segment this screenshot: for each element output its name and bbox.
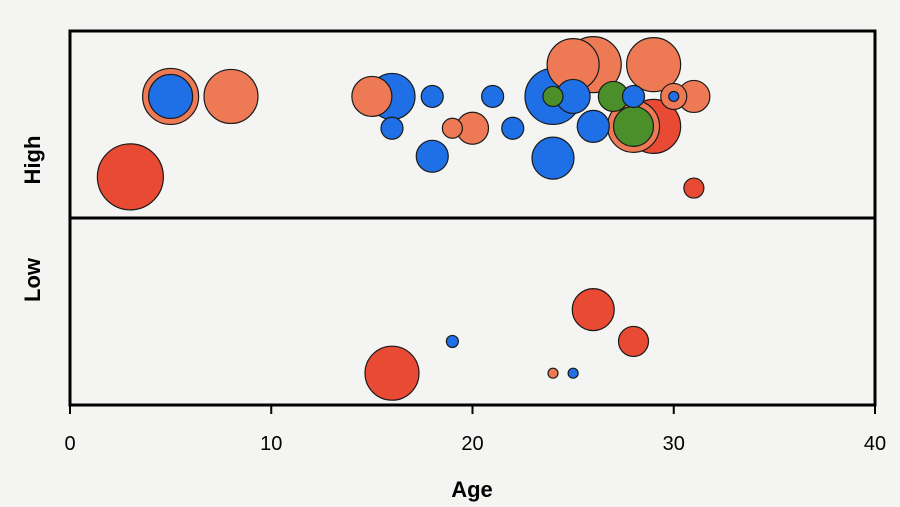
x-tick-label: 10 bbox=[260, 433, 282, 455]
x-axis-title: Age bbox=[451, 477, 493, 502]
bubble-high-blue bbox=[501, 116, 525, 140]
bubble-high-green bbox=[612, 105, 655, 147]
bubble-low-blue bbox=[567, 367, 579, 379]
bubble-high-red bbox=[683, 177, 705, 199]
bubble-high-blue bbox=[380, 116, 404, 140]
bubble-high-blue bbox=[415, 139, 449, 173]
bubble-high-orange bbox=[203, 68, 259, 125]
bubble-high-blue bbox=[481, 84, 505, 109]
bubble-high-blue bbox=[148, 73, 194, 120]
x-tick-label: 0 bbox=[64, 433, 75, 455]
x-tick-label: 30 bbox=[663, 433, 685, 455]
bubble-high-blue bbox=[531, 136, 575, 180]
x-tick-label: 40 bbox=[864, 433, 886, 455]
bubble-high-orange bbox=[441, 117, 463, 139]
bubbles-group bbox=[96, 36, 711, 401]
bubble-high-blue bbox=[621, 84, 646, 109]
bubble-high-orange bbox=[626, 37, 682, 93]
band-label-high: High bbox=[20, 136, 45, 185]
bubble-high-green bbox=[542, 85, 564, 108]
x-tick-label: 20 bbox=[461, 433, 483, 455]
bubble-low-red bbox=[364, 345, 420, 401]
bubble-high-red bbox=[96, 143, 164, 211]
x-ticks-group: 0 10 20 30 40 bbox=[64, 405, 886, 455]
bubble-high-blue bbox=[668, 90, 680, 103]
bubble-high-blue bbox=[576, 109, 610, 143]
bubble-low-orange bbox=[547, 367, 559, 379]
bubble-high-orange bbox=[351, 75, 393, 118]
bubble-low-red bbox=[571, 288, 615, 332]
bubble-low-red bbox=[617, 325, 650, 358]
bubble-high-blue bbox=[420, 84, 444, 109]
band-label-low: Low bbox=[20, 257, 45, 302]
bubble-low-blue bbox=[445, 334, 459, 349]
